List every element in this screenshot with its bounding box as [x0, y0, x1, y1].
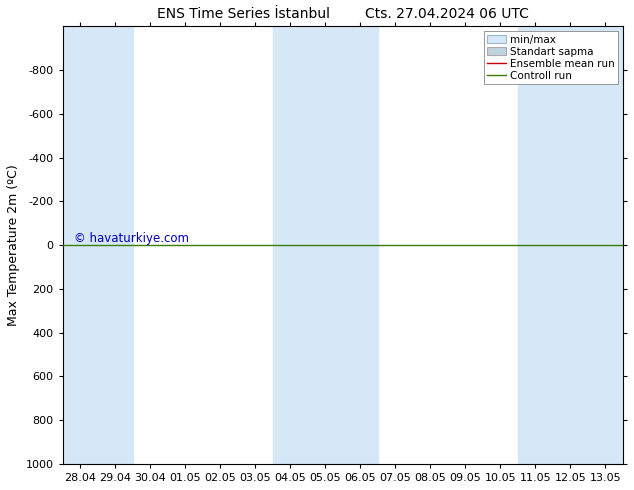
Bar — [63, 26, 98, 464]
Bar — [343, 26, 378, 464]
Bar — [553, 26, 588, 464]
Bar — [518, 26, 553, 464]
Text: © havaturkiye.com: © havaturkiye.com — [74, 232, 189, 245]
Title: ENS Time Series İstanbul        Cts. 27.04.2024 06 UTC: ENS Time Series İstanbul Cts. 27.04.2024… — [157, 7, 529, 21]
Bar — [98, 26, 133, 464]
Bar — [307, 26, 343, 464]
Legend: min/max, Standart sapma, Ensemble mean run, Controll run: min/max, Standart sapma, Ensemble mean r… — [484, 31, 618, 84]
Y-axis label: Max Temperature 2m (ºC): Max Temperature 2m (ºC) — [7, 164, 20, 326]
Bar — [588, 26, 623, 464]
Bar — [273, 26, 307, 464]
